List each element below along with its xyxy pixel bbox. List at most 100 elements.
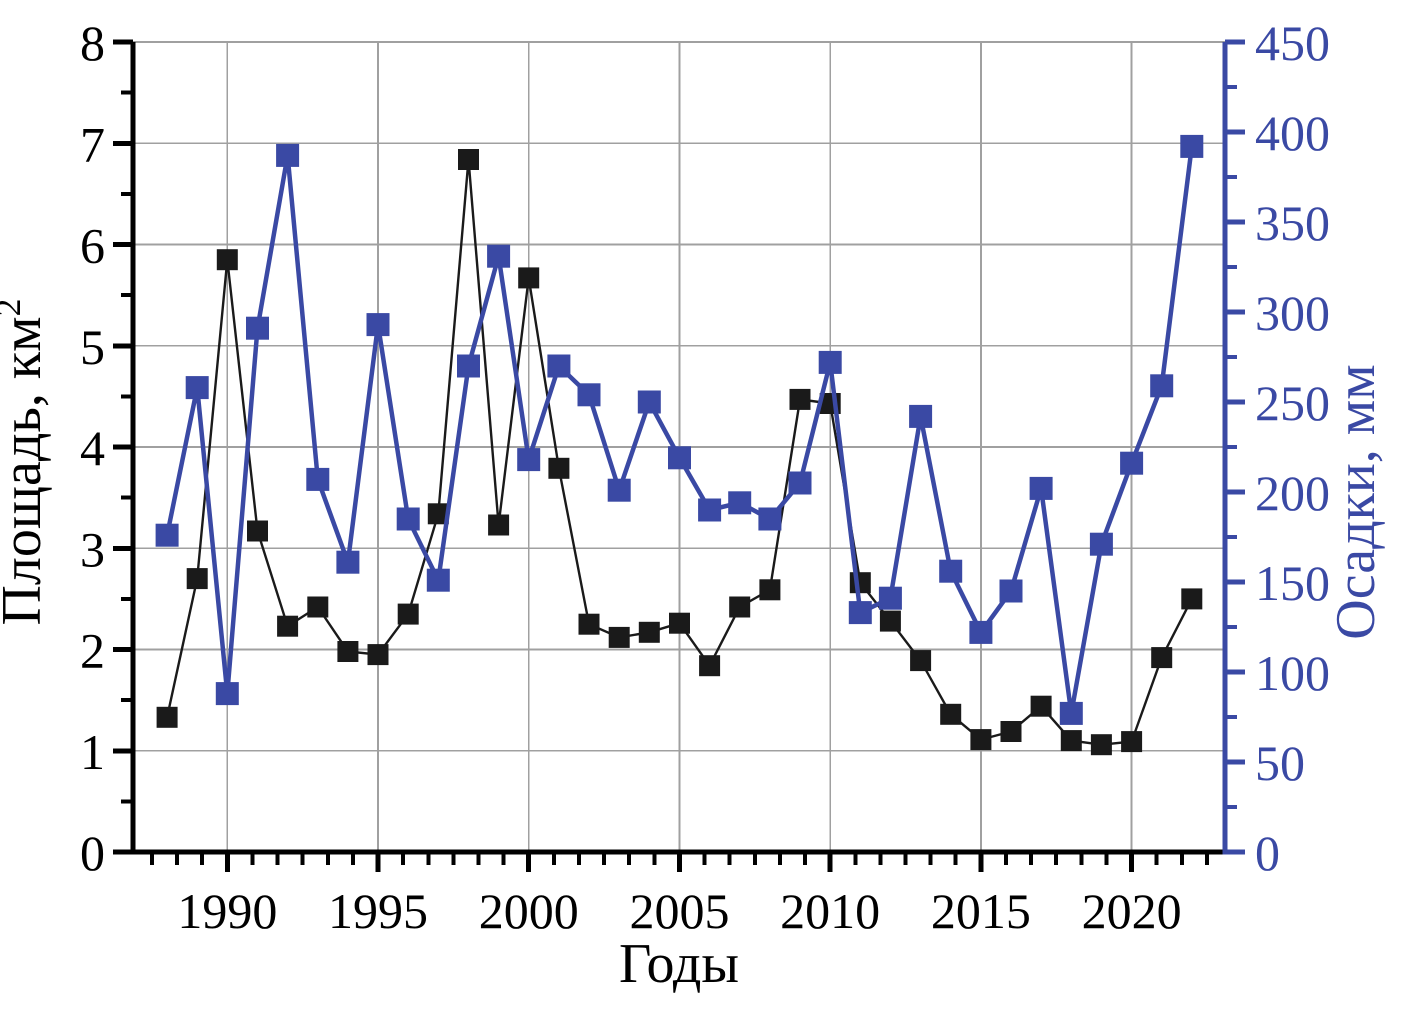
right-axis-tick-label: 150 [1255,555,1330,611]
precipitation-data-point-marker [848,601,872,625]
area-data-point-marker [910,650,932,672]
area-data-point-marker [277,615,299,637]
area-data-point-marker [1090,734,1112,756]
area-data-point-marker [397,603,419,625]
left-axis-tick-label: 3 [80,521,105,577]
bottom-axis-tick-label: 2010 [780,883,880,939]
bottom-axis-tick-label: 1990 [177,883,277,939]
area-data-point-marker [488,514,510,536]
area-data-point-marker [427,503,449,525]
right-axis-tick-label: 50 [1255,735,1305,791]
area-data-point-marker [1030,695,1052,717]
precipitation-data-point-marker [246,316,269,340]
precipitation-data-point-marker [185,376,209,400]
bottom-axis-tick-label: 1995 [328,883,428,939]
area-data-point-marker [608,626,630,648]
area-data-point-marker [1060,730,1082,752]
precipitation-data-point-marker [366,313,390,337]
precipitation-data-point-marker [878,586,902,610]
area-data-point-marker [699,655,721,677]
area-data-point-marker [970,729,992,751]
precipitation-data-point-marker [607,478,631,502]
area-data-point-marker [729,596,751,618]
area-data-point-marker [367,644,389,666]
precipitation-data-point-marker [788,471,812,495]
precipitation-data-point-marker [577,383,601,407]
precipitation-data-point-marker [909,404,933,428]
precipitation-data-point-marker [758,507,782,531]
area-data-point-marker [759,579,781,601]
area-data-point-marker [849,572,871,594]
left-axis-tick-label: 5 [80,319,105,375]
precipitation-data-point-marker [1150,374,1174,398]
axes-layer [113,39,1245,872]
area-data-point-marker [518,267,540,289]
area-data-point-marker [156,706,178,728]
precipitation-data-point-marker [637,390,661,414]
precipitation-data-point-marker [969,620,993,644]
precipitation-data-point-marker [336,550,360,574]
precipitation-data-point-marker [155,523,179,547]
area-data-point-marker [548,457,570,479]
precipitation-data-point-marker [547,354,571,378]
left-axis-tick-label: 2 [80,623,105,679]
precipitation-data-point-marker [426,568,450,592]
precipitation-series [155,134,1204,725]
bottom-axis-tick-label: 2000 [479,883,579,939]
area-data-point-marker [1151,647,1173,669]
area-data-point-marker [879,610,901,632]
bottom-axis-tick-label: 2020 [1082,883,1182,939]
left-axis-tick-label: 6 [80,218,105,274]
precipitation-data-point-marker [487,244,511,268]
precipitation-data-point-marker [668,446,691,470]
area-data-point-marker [307,596,329,618]
left-axis-title-superscript: 2 [0,298,28,316]
area-data-point-marker [638,621,660,643]
precipitation-data-point-marker [457,354,480,378]
precipitation-data-point-marker [999,579,1023,603]
precipitation-data-point-marker [215,682,239,706]
right-axis-title: Осадки, мм [1325,364,1387,639]
area-data-point-marker [1181,588,1203,610]
right-axis-tick-label: 350 [1255,195,1330,251]
area-data-point-marker [1121,731,1143,753]
area-data-point-marker [337,641,359,662]
bottom-axis-tick-label: 2005 [629,883,729,939]
area-data-point-marker [789,388,811,410]
area-data-point-marker [458,149,479,170]
precipitation-data-point-marker [517,448,541,472]
area-data-point-marker [940,703,962,725]
precipitation-data-point-marker [306,467,330,491]
area-data-point-marker [669,612,690,634]
area-data-point-marker [578,613,600,635]
precipitation-data-point-marker [939,559,963,583]
left-axis-tick-label: 7 [80,116,105,172]
left-axis-tick-label: 8 [80,15,105,71]
bottom-axis-tick-label: 2015 [931,883,1031,939]
right-axis-tick-label: 200 [1255,465,1330,521]
series-layer [155,134,1204,756]
right-axis-tick-label: 300 [1255,285,1330,341]
area-data-point-marker [247,520,268,542]
area-data-point-marker [1000,721,1022,742]
right-axis-tick-label: 250 [1255,375,1330,431]
left-axis-tick-label: 0 [80,825,105,881]
precipitation-data-point-marker [276,143,300,167]
x-axis-title: Годы [619,933,739,995]
precipitation-data-point-marker [1120,451,1144,475]
left-axis-tick-label: 4 [80,420,105,476]
precipitation-data-point-marker [1089,532,1113,556]
right-axis-tick-label: 0 [1255,825,1280,881]
precipitation-data-point-marker [396,507,420,531]
precipitation-data-point-marker [1180,134,1204,158]
right-axis-tick-label: 400 [1255,105,1330,161]
right-axis-tick-label: 100 [1255,645,1330,701]
precipitation-data-point-marker [698,498,722,522]
left-axis-title: Площадь, км2 [0,298,53,625]
precipitation-data-point-marker [1029,476,1053,500]
left-axis-tick-label: 1 [80,724,105,780]
precipitation-data-point-marker [1059,701,1083,725]
area-data-point-marker [186,568,208,590]
area-data-point-marker [216,249,238,271]
